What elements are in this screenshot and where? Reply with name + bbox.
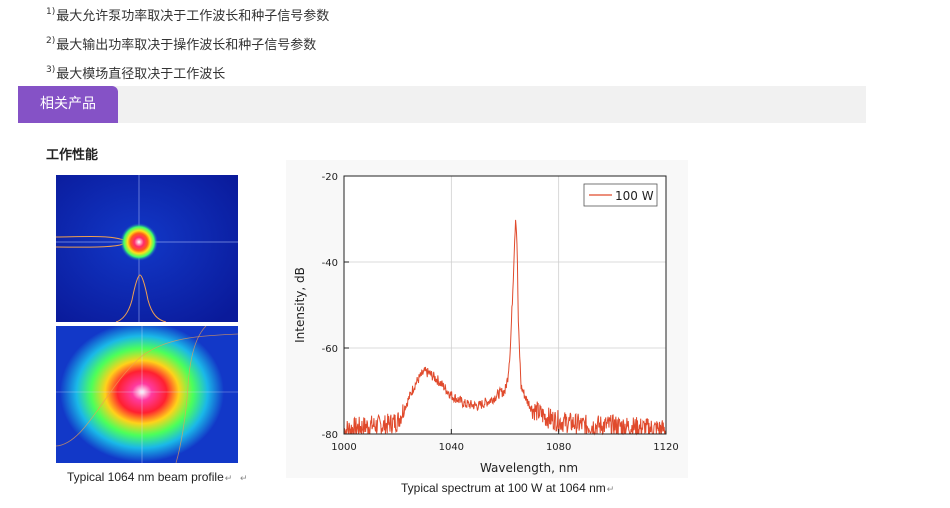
spectrum-chart: 1000 1040 1080 1120 -20 -40 -60 -80 Wavelength,… xyxy=(286,160,688,478)
footnote-marker: 2) xyxy=(46,36,56,46)
x-tick-label: 1000 xyxy=(331,442,356,453)
y-axis-label: Intensity, dB xyxy=(293,267,307,343)
legend: 100 W xyxy=(583,183,658,207)
footnote-marker: 3) xyxy=(46,65,56,75)
footnote-text: 最大模场直径取决于工作波长 xyxy=(56,67,226,82)
axis-ticks: 1000 1040 1080 1120 -20 -40 -60 -80 xyxy=(322,172,679,453)
y-tick-label: -80 xyxy=(322,430,338,441)
plot-border xyxy=(343,175,667,435)
legend-box xyxy=(583,183,658,207)
y-tick-label: -40 xyxy=(322,258,338,269)
beam-profile-caption: Typical 1064 nm beam profile↵ ↵ xyxy=(67,470,248,484)
footnotes: 1)最大允许泵功率取决于工作波长和种子信号参数 2)最大输出功率取决于操作波长和… xyxy=(46,0,329,87)
performance-heading: 工作性能 xyxy=(46,148,99,163)
series-line-100w xyxy=(343,219,667,436)
footnote-marker: 1) xyxy=(46,7,56,17)
return-mark-icon: ↵ xyxy=(224,473,233,483)
footnote-text: 最大输出功率取决于操作波长和种子信号参数 xyxy=(56,38,317,53)
spectrum-caption: Typical spectrum at 100 W at 1064 nm↵ xyxy=(401,481,614,495)
series-layer xyxy=(343,219,667,436)
caption-text: Typical spectrum at 100 W at 1064 nm xyxy=(401,481,606,495)
y-tick-label: -20 xyxy=(322,172,338,183)
x-axis-label: Wavelength, nm xyxy=(480,461,578,475)
plot-area xyxy=(344,176,666,434)
return-mark-icon: ↵ xyxy=(606,484,615,494)
legend-label: 100 W xyxy=(615,189,654,203)
footnote-text: 最大允许泵功率取决于工作波长和种子信号参数 xyxy=(56,9,330,24)
x-tick-label: 1120 xyxy=(653,442,678,453)
x-tick-label: 1040 xyxy=(439,442,464,453)
beam-profile-image-bottom xyxy=(56,326,238,463)
y-tick-label: -60 xyxy=(322,344,338,355)
footnote-1: 1)最大允许泵功率取决于工作波长和种子信号参数 xyxy=(46,0,329,29)
caption-text: Typical 1064 nm beam profile xyxy=(67,470,224,484)
footnote-3: 3)最大模场直径取决于工作波长 xyxy=(46,58,329,87)
tab-related-products[interactable]: 相关产品 xyxy=(18,86,118,123)
footnote-2: 2)最大输出功率取决于操作波长和种子信号参数 xyxy=(46,29,329,58)
return-mark-icon: ↵ xyxy=(239,473,248,483)
x-tick-label: 1080 xyxy=(546,442,571,453)
related-products-bar: 相关产品 xyxy=(18,86,866,123)
beam-profile-image-top xyxy=(56,175,238,322)
